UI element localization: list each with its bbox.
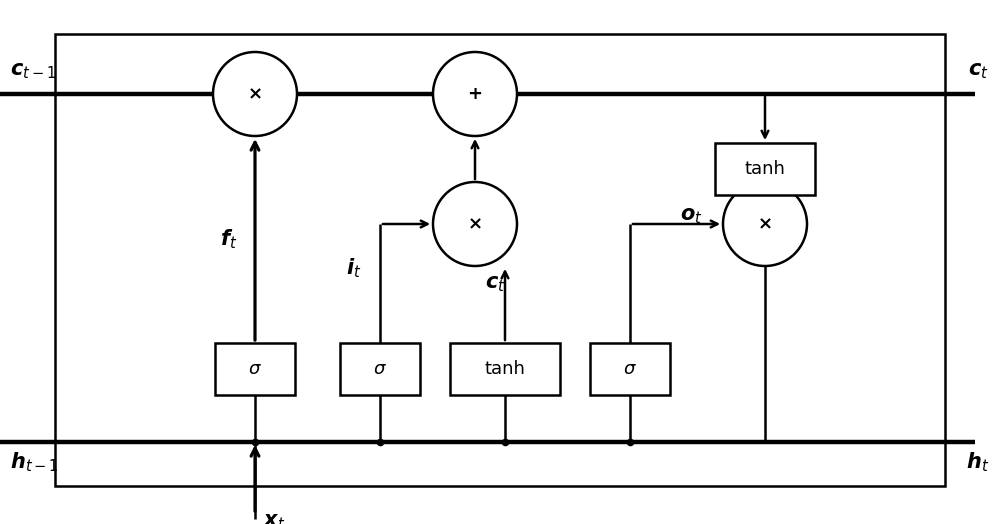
Circle shape [433,52,517,136]
Text: +: + [467,85,482,103]
Text: ×: × [467,215,482,233]
Text: $\sigma$: $\sigma$ [623,360,637,378]
Text: $\boldsymbol{c}_{t}$: $\boldsymbol{c}_{t}$ [968,61,989,81]
Text: $\sigma$: $\sigma$ [248,360,262,378]
Text: $\sigma$: $\sigma$ [373,360,387,378]
Text: $\boldsymbol{h}_{t-1}$: $\boldsymbol{h}_{t-1}$ [10,450,59,474]
Circle shape [723,182,807,266]
Bar [450,343,560,395]
Text: ×: × [757,215,772,233]
Circle shape [433,182,517,266]
Text: $\boldsymbol{c}_{t}$: $\boldsymbol{c}_{t}$ [485,274,506,294]
Bar [55,34,945,486]
Bar [715,143,815,195]
Text: ×: × [248,85,262,103]
Text: $\boldsymbol{h}_{t}$: $\boldsymbol{h}_{t}$ [966,450,989,474]
Text: $\boldsymbol{i}_{t}$: $\boldsymbol{i}_{t}$ [347,257,362,280]
Text: $\boldsymbol{x}_{t}$: $\boldsymbol{x}_{t}$ [263,512,285,524]
Bar [340,343,420,395]
Bar [590,343,670,395]
Bar [215,343,295,395]
Circle shape [213,52,297,136]
Text: tanh: tanh [484,360,526,378]
Text: $\boldsymbol{o}_{t}$: $\boldsymbol{o}_{t}$ [680,206,703,226]
Text: $\boldsymbol{f}_{t}$: $\boldsymbol{f}_{t}$ [220,228,237,252]
Text: $\boldsymbol{c}_{t-1}$: $\boldsymbol{c}_{t-1}$ [10,61,56,81]
Text: tanh: tanh [745,160,785,178]
